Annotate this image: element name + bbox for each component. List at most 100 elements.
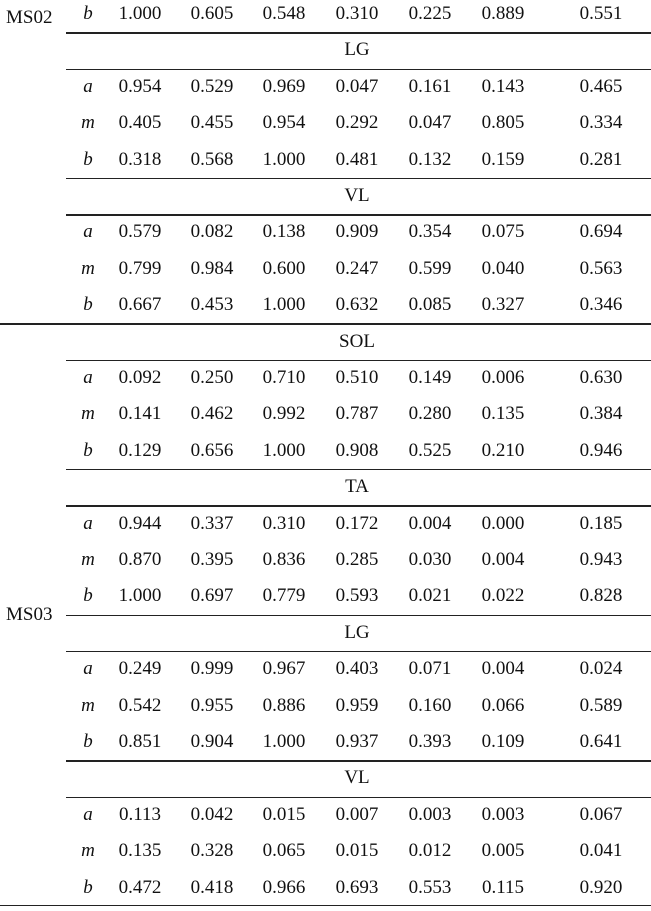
table-cell: 0.007: [335, 803, 379, 825]
table-cell: 0.542: [118, 694, 162, 716]
table-cell: 0.889: [481, 3, 525, 24]
table-cell: 0.405: [118, 112, 162, 134]
parameter-label: m: [81, 840, 95, 862]
table-cell: 1.000: [262, 731, 306, 752]
table-cell: 0.141: [118, 403, 162, 425]
table-cell: 0.047: [335, 75, 379, 97]
table-cell: 0.041: [579, 840, 623, 862]
table-cell: 0.310: [335, 3, 379, 24]
muscle-header: VL: [344, 767, 370, 789]
table-cell: 0.693: [335, 876, 379, 898]
table-cell: 0.453: [190, 294, 234, 316]
table-cell: 0.003: [481, 803, 525, 825]
table-cell: 0.568: [190, 148, 234, 170]
parameter-label: b: [83, 3, 93, 24]
table-cell: 0.632: [335, 294, 379, 316]
table-cell: 0.828: [579, 585, 623, 607]
header-rule: [66, 505, 651, 507]
table-cell: 0.966: [262, 876, 306, 898]
table-cell: 0.109: [481, 731, 525, 752]
table-cell: 1.000: [118, 585, 162, 607]
table-cell: 0.327: [481, 294, 525, 316]
table-cell: 0.042: [190, 803, 234, 825]
table-cell: 0.024: [579, 658, 623, 680]
table-cell: 0.135: [481, 403, 525, 425]
table-cell: 0.022: [481, 585, 525, 607]
table-cell: 0.132: [408, 148, 452, 170]
table-cell: 0.403: [335, 658, 379, 680]
table-cell: 0.159: [481, 148, 525, 170]
table-cell: 0.937: [335, 731, 379, 752]
table-cell: 0.065: [262, 840, 306, 862]
table-cell: 0.551: [579, 3, 623, 24]
header-rule: [66, 614, 651, 616]
table-cell: 0.021: [408, 585, 452, 607]
table-cell: 0.600: [262, 257, 306, 279]
table-cell: 0.548: [262, 3, 306, 24]
table-cell: 0.779: [262, 585, 306, 607]
table-cell: 0.667: [118, 294, 162, 316]
group-rule: [0, 323, 651, 325]
table-cell: 0.281: [579, 148, 623, 170]
parameter-label: a: [83, 75, 93, 97]
table-cell: 0.092: [118, 367, 162, 388]
table-cell: 0.082: [190, 221, 234, 243]
table-cell: 0.630: [579, 367, 623, 388]
table-cell: 0.553: [408, 876, 452, 898]
header-rule: [66, 651, 651, 653]
header-rule: [66, 760, 651, 762]
table-cell: 0.004: [481, 549, 525, 570]
table-cell: 0.185: [579, 512, 623, 534]
table-cell: 0.955: [190, 694, 234, 716]
table-cell: 0.418: [190, 876, 234, 898]
table-cell: 0.909: [335, 221, 379, 243]
muscle-header: LG: [344, 621, 370, 643]
table-cell: 0.967: [262, 658, 306, 680]
table-cell: 0.113: [118, 803, 162, 825]
table-cell: 0.886: [262, 694, 306, 716]
table-cell: 0.599: [408, 257, 452, 279]
table-cell: 0.954: [262, 112, 306, 134]
table-cell: 0.285: [335, 549, 379, 570]
table-cell: 0.787: [335, 403, 379, 425]
table-cell: 0.138: [262, 221, 306, 243]
table-cell: 0.920: [579, 876, 623, 898]
table-cell: 0.799: [118, 257, 162, 279]
table-cell: 0.250: [190, 367, 234, 388]
parameter-label: m: [81, 403, 95, 425]
table-cell: 0.280: [408, 403, 452, 425]
header-rule: [66, 68, 651, 70]
parameter-label: b: [83, 148, 93, 170]
table-cell: 0.908: [335, 439, 379, 461]
parameter-label: m: [81, 694, 95, 716]
table-cell: 1.000: [262, 148, 306, 170]
muscle-header: SOL: [339, 330, 375, 352]
table-cell: 0.160: [408, 694, 452, 716]
table-cell: 0.954: [118, 75, 162, 97]
table-cell: 0.836: [262, 549, 306, 570]
table-cell: 0.697: [190, 585, 234, 607]
parameter-label: b: [83, 731, 93, 752]
table-cell: 0.946: [579, 439, 623, 461]
table-cell: 0.694: [579, 221, 623, 243]
table-cell: 0.354: [408, 221, 452, 243]
table-cell: 0.944: [118, 512, 162, 534]
parameter-label: b: [83, 585, 93, 607]
table-cell: 0.006: [481, 367, 525, 388]
table-cell: 0.462: [190, 403, 234, 425]
table-cell: 0.247: [335, 257, 379, 279]
table-cell: 0.005: [481, 840, 525, 862]
table-cell: 0.015: [335, 840, 379, 862]
parameter-label: b: [83, 876, 93, 898]
table-cell: 0.579: [118, 221, 162, 243]
table-cell: 0.030: [408, 549, 452, 570]
table-cell: 0.384: [579, 403, 623, 425]
header-rule: [66, 177, 651, 180]
table-cell: 1.000: [262, 439, 306, 461]
table-cell: 0.472: [118, 876, 162, 898]
table-cell: 0.337: [190, 512, 234, 534]
table-cell: 0.589: [579, 694, 623, 716]
header-rule: [66, 214, 651, 216]
table-cell: 0.870: [118, 549, 162, 570]
parameter-label: a: [83, 512, 93, 534]
